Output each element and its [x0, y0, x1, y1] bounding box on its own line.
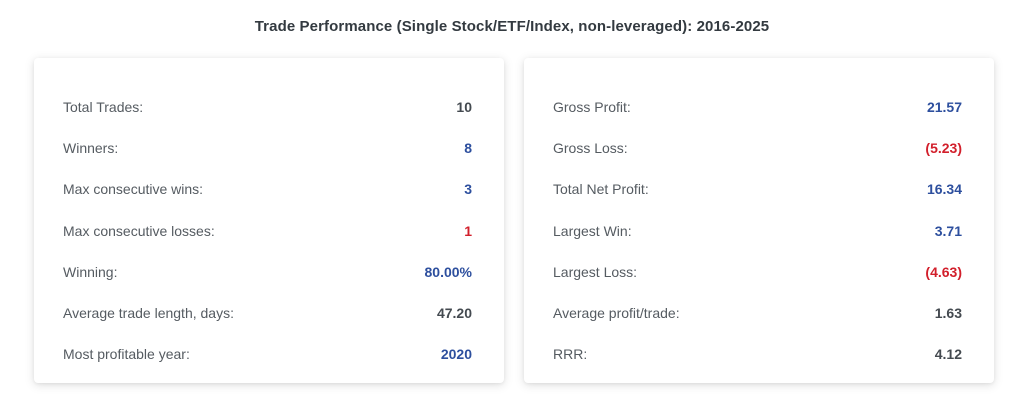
page-title: Trade Performance (Single Stock/ETF/Inde… [254, 18, 770, 35]
stat-row-winners: Winners: 8 [63, 127, 472, 168]
stat-row-gross-profit: Gross Profit: 21.57 [553, 86, 962, 127]
stat-value: 3.71 [934, 222, 962, 239]
stat-row-most-profitable-year: Most profitable year: 2020 [63, 334, 472, 375]
stat-row-avg-trade-length: Average trade length, days: 47.20 [63, 292, 472, 333]
stat-label: Gross Profit: [553, 98, 631, 115]
stat-label: RRR: [553, 346, 588, 363]
stat-label: Gross Loss: [553, 139, 628, 156]
stat-row-total-net-profit: Total Net Profit: 16.34 [553, 169, 962, 210]
stat-value: (4.63) [925, 263, 962, 280]
stat-label: Total Trades: [63, 98, 144, 115]
stat-label: Largest Loss: [553, 263, 638, 280]
stat-row-largest-win: Largest Win: 3.71 [553, 210, 962, 251]
stat-row-largest-loss: Largest Loss: (4.63) [553, 251, 962, 292]
stat-row-avg-profit-per-trade: Average profit/trade: 1.63 [553, 292, 962, 333]
stat-value: (5.23) [925, 139, 962, 156]
stat-value: 80.00% [424, 263, 472, 280]
stats-list: Total Trades: 10 Winners: 8 Max consecut… [63, 86, 472, 375]
stat-label: Average trade length, days: [63, 305, 234, 322]
stat-row-winning-pct: Winning: 80.00% [63, 251, 472, 292]
stat-value: 8 [464, 139, 472, 156]
stat-label: Max consecutive wins: [63, 181, 204, 198]
stat-label: Winning: [63, 263, 118, 280]
stat-row-rrr: RRR: 4.12 [553, 334, 962, 375]
stat-label: Most profitable year: [63, 346, 190, 363]
stat-label: Total Net Profit: [553, 181, 649, 198]
stat-value: 10 [456, 98, 472, 115]
stat-value: 2020 [440, 346, 472, 363]
stat-row-total-trades: Total Trades: 10 [63, 86, 472, 127]
stats-list: Gross Profit: 21.57 Gross Loss: (5.23) T… [553, 86, 962, 375]
stat-label: Average profit/trade: [553, 305, 680, 322]
stat-value: 4.12 [934, 346, 962, 363]
stat-value: 47.20 [436, 305, 472, 322]
stat-value: 16.34 [926, 181, 962, 198]
stat-row-max-consecutive-losses: Max consecutive losses: 1 [63, 210, 472, 251]
stat-value: 1 [464, 222, 472, 239]
profit-stats-card: Gross Profit: 21.57 Gross Loss: (5.23) T… [524, 58, 994, 383]
stat-value: 3 [464, 181, 472, 198]
trade-stats-card: Total Trades: 10 Winners: 8 Max consecut… [34, 58, 504, 383]
stat-value: 21.57 [926, 98, 962, 115]
stat-label: Winners: [63, 139, 119, 156]
stat-row-gross-loss: Gross Loss: (5.23) [553, 127, 962, 168]
stat-row-max-consecutive-wins: Max consecutive wins: 3 [63, 169, 472, 210]
stat-label: Max consecutive losses: [63, 222, 215, 239]
stat-value: 1.63 [934, 305, 962, 322]
stat-label: Largest Win: [553, 222, 632, 239]
